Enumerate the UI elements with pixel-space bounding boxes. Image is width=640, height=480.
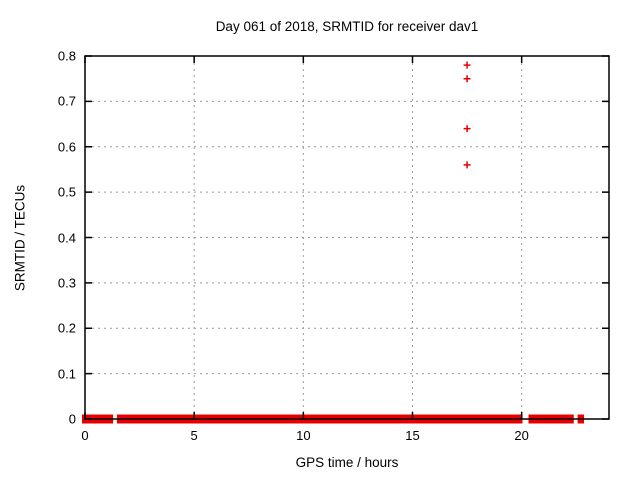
x-tick-label: 10	[296, 428, 311, 443]
y-tick-label: 0	[68, 411, 76, 427]
marker-layer	[463, 61, 471, 169]
x-tick-label: 20	[514, 428, 529, 443]
border-layer	[84, 55, 610, 420]
y-tick-label: 0.3	[57, 275, 76, 291]
y-tick-label: 0.4	[57, 230, 76, 245]
x-tick-label: 0	[81, 428, 89, 443]
y-tick-label: 0.6	[57, 139, 76, 155]
chart-title: Day 061 of 2018, SRMTID for receiver dav…	[215, 19, 479, 34]
x-tick-label: 15	[405, 428, 420, 443]
y-tick-label: 0.1	[57, 366, 76, 382]
y-tick-label: 0.2	[57, 320, 76, 336]
x-axis-title: GPS time / hours	[295, 455, 399, 470]
x-tick-label: 5	[190, 428, 198, 443]
data-point-plus	[463, 125, 471, 133]
data-point-plus	[463, 75, 471, 83]
y-tick-label: 0.7	[57, 93, 76, 109]
grid-layer	[86, 57, 608, 418]
y-tick-label: 0.5	[57, 184, 76, 200]
data-point-plus	[463, 61, 471, 69]
data-point-plus	[463, 161, 471, 169]
y-tick-label: 0.8	[57, 48, 76, 64]
